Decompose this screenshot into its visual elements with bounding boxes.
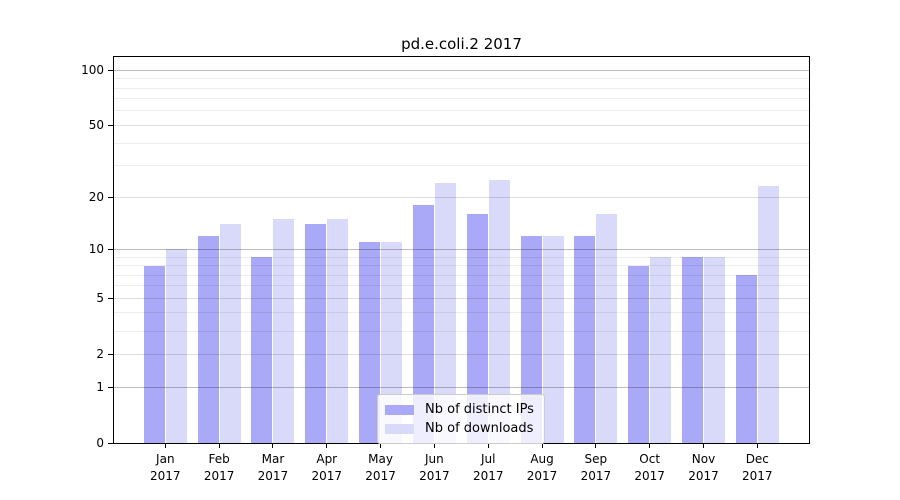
- y-tick-label-20: 20: [88, 190, 104, 205]
- bar-distinct-ips-aug: [520, 235, 542, 443]
- gridline-y-30: [114, 165, 809, 167]
- bar-downloads-nov: [704, 257, 725, 443]
- bar-downloads-sep: [596, 214, 618, 443]
- y-tick-label-5: 5: [96, 291, 104, 306]
- x-tick-label-may: May 2017: [365, 452, 396, 483]
- x-tick-apr: [326, 444, 328, 448]
- bar-distinct-ips-feb: [197, 235, 219, 443]
- x-tick-mar: [272, 444, 274, 448]
- x-tick-oct: [649, 444, 651, 448]
- bar-downloads-jun: [434, 182, 456, 443]
- bar-distinct-ips-apr: [305, 224, 327, 443]
- y-tick-2: [108, 353, 113, 355]
- bar-downloads-oct: [650, 257, 672, 443]
- x-tick-label-aug: Aug 2017: [526, 452, 558, 483]
- x-tick-aug: [541, 444, 543, 448]
- bar-downloads-apr: [327, 219, 349, 443]
- x-tick-sep: [595, 444, 597, 448]
- gridline-y-7: [114, 274, 809, 276]
- x-tick-label-jul: Jul 2017: [472, 452, 504, 483]
- gridline-y-1: [114, 386, 809, 388]
- gridline-y-3: [114, 330, 809, 332]
- gridline-y-40: [114, 142, 809, 144]
- bar-distinct-ips-mar: [251, 257, 273, 443]
- y-tick-label-100: 100: [81, 63, 104, 78]
- bar-distinct-ips-may: [359, 242, 381, 443]
- x-tick-jun: [433, 444, 435, 448]
- x-tick-dec: [756, 444, 758, 448]
- y-tick-label-10: 10: [88, 242, 104, 257]
- gridline-y-9: [114, 256, 809, 258]
- gridline-y-5: [114, 297, 809, 299]
- x-tick-label-dec: Dec 2017: [742, 452, 773, 483]
- x-tick-label-jan: Jan 2017: [150, 452, 181, 483]
- gridline-y-10: [114, 248, 809, 250]
- y-tick-1: [108, 386, 113, 388]
- x-tick-label-feb: Feb 2017: [203, 452, 235, 483]
- bar-downloads-mar: [273, 219, 295, 443]
- y-tick-50: [108, 124, 113, 126]
- gridline-y-50: [114, 124, 809, 126]
- bar-downloads-jan: [165, 249, 187, 443]
- legend-swatch: [385, 423, 414, 434]
- bar-distinct-ips-nov: [682, 257, 703, 443]
- x-tick-label-oct: Oct 2017: [634, 452, 665, 483]
- y-tick-0: [108, 442, 113, 444]
- legend: Nb of distinct IPs Nb of downloads: [377, 394, 545, 444]
- y-tick-label-1: 1: [96, 380, 104, 394]
- y-tick-100: [108, 69, 113, 71]
- bar-distinct-ips-oct: [628, 265, 650, 443]
- gridline-y-80: [114, 87, 809, 89]
- y-tick-10: [108, 248, 113, 250]
- bar-downloads-jul: [488, 179, 510, 443]
- x-tick-nov: [703, 444, 704, 448]
- x-tick-label-jun: Jun 2017: [419, 452, 450, 483]
- bar-distinct-ips-dec: [735, 275, 757, 443]
- y-tick-5: [108, 297, 113, 299]
- bar-distinct-ips-jul: [466, 214, 488, 443]
- y-tick-20: [108, 196, 113, 198]
- y-tick-label-50: 50: [88, 118, 104, 133]
- legend-label: Nb of distinct IPs: [425, 402, 534, 417]
- x-tick-label-apr: Apr 2017: [311, 452, 343, 483]
- gridline-y-100: [114, 69, 809, 71]
- gridline-y-6: [114, 285, 809, 287]
- bar-distinct-ips-jan: [143, 265, 165, 443]
- bar-distinct-ips-jun: [412, 205, 434, 443]
- gridline-y-70: [114, 98, 809, 100]
- chart-title: pd.e.coli.2 2017: [401, 35, 522, 53]
- x-tick-label-nov: Nov 2017: [688, 452, 719, 483]
- plot-area: Nb of distinct IPs Nb of downloads: [108, 56, 810, 448]
- x-tick-label-mar: Mar 2017: [257, 452, 289, 483]
- legend-item: Nb of distinct IPs: [385, 400, 534, 419]
- legend-item: Nb of downloads: [385, 419, 534, 438]
- bar-downloads-dec: [757, 186, 779, 443]
- x-tick-jul: [487, 444, 489, 448]
- x-tick-may: [380, 444, 382, 448]
- x-tick-jan: [164, 444, 166, 448]
- legend-swatch: [385, 404, 414, 415]
- x-tick-label-sep: Sep 2017: [580, 452, 612, 483]
- y-tick-label-0: 0: [96, 436, 104, 450]
- gridline-y-90: [114, 78, 809, 80]
- y-tick-label-2: 2: [96, 347, 104, 362]
- gridline-y-2: [114, 353, 809, 355]
- gridline-y-20: [114, 196, 809, 198]
- gridline-y-60: [114, 110, 809, 112]
- gridline-y-8: [114, 265, 809, 266]
- bar-downloads-may: [381, 242, 403, 443]
- bar-downloads-feb: [219, 224, 241, 443]
- bar-distinct-ips-sep: [574, 235, 596, 443]
- bar-downloads-aug: [542, 235, 564, 443]
- x-tick-feb: [218, 444, 220, 448]
- legend-label: Nb of downloads: [425, 421, 534, 436]
- gridline-y-4: [114, 312, 809, 314]
